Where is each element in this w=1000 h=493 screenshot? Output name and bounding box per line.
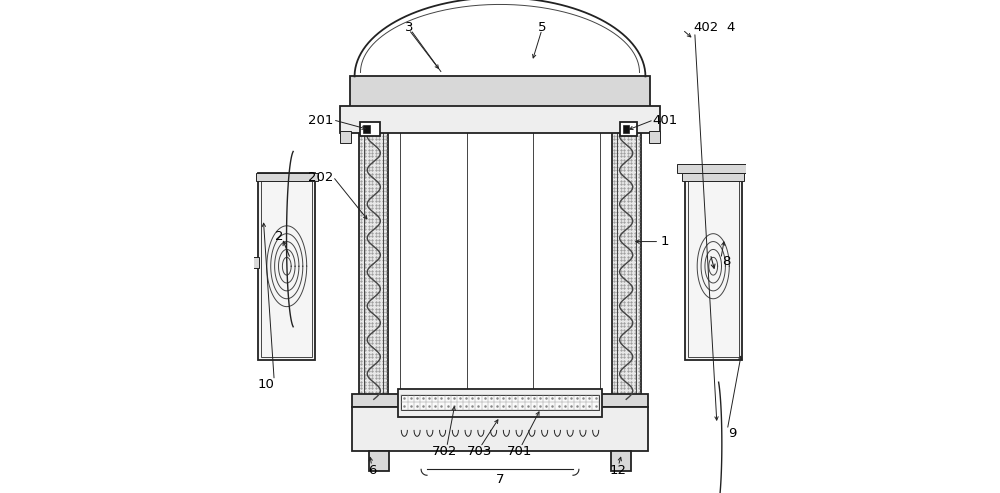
Text: 5: 5 bbox=[538, 21, 546, 34]
Text: 4: 4 bbox=[727, 21, 735, 34]
Bar bbox=[688, 176, 739, 357]
Bar bbox=[611, 451, 631, 471]
Bar bbox=[350, 76, 650, 108]
Bar bbox=[360, 122, 380, 136]
Bar bbox=[620, 122, 637, 136]
Bar bbox=[359, 89, 388, 404]
Text: 701: 701 bbox=[507, 445, 532, 458]
Text: 402: 402 bbox=[693, 21, 719, 34]
Bar bbox=[246, 256, 259, 268]
Bar bbox=[398, 389, 602, 417]
Bar bbox=[612, 89, 641, 404]
Text: 8: 8 bbox=[722, 255, 730, 268]
Bar bbox=[261, 176, 312, 357]
Bar bbox=[363, 125, 370, 133]
Bar bbox=[401, 394, 599, 410]
Text: 201: 201 bbox=[308, 114, 334, 127]
Text: 6: 6 bbox=[368, 464, 376, 477]
Text: 2: 2 bbox=[275, 230, 283, 243]
Text: 1: 1 bbox=[660, 235, 669, 248]
Bar bbox=[340, 106, 660, 133]
Text: 12: 12 bbox=[610, 464, 627, 477]
Bar bbox=[369, 451, 389, 471]
Text: 10: 10 bbox=[257, 378, 274, 391]
Bar bbox=[352, 407, 648, 451]
Bar bbox=[340, 131, 351, 143]
Text: 702: 702 bbox=[432, 445, 457, 458]
Bar bbox=[682, 173, 744, 181]
Bar bbox=[677, 164, 746, 173]
Bar bbox=[649, 131, 660, 143]
Text: 401: 401 bbox=[653, 114, 678, 127]
Text: 9: 9 bbox=[728, 427, 737, 440]
Bar bbox=[352, 394, 648, 407]
Text: 703: 703 bbox=[467, 445, 492, 458]
Text: 3: 3 bbox=[405, 21, 413, 34]
Bar bbox=[258, 173, 315, 360]
Bar bbox=[623, 125, 629, 133]
Bar bbox=[256, 173, 318, 181]
Text: 7: 7 bbox=[496, 473, 504, 486]
Text: 202: 202 bbox=[308, 171, 334, 184]
Bar bbox=[685, 173, 742, 360]
